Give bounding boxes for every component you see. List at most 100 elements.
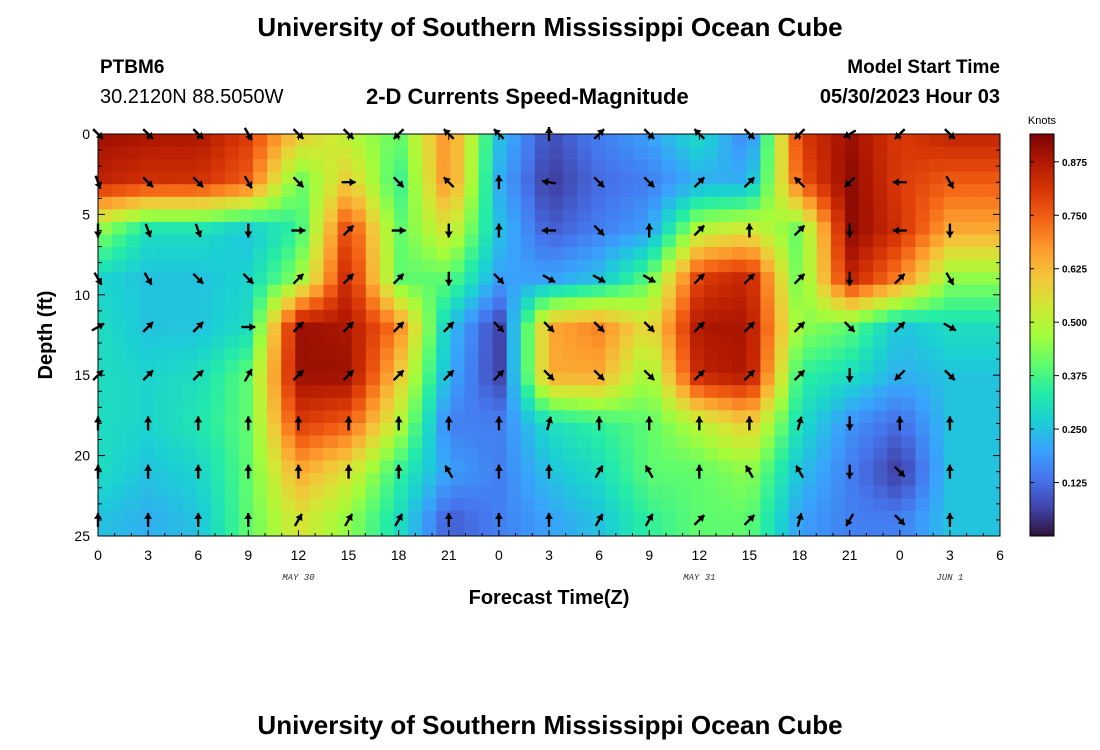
heatmap-cell [365,473,381,487]
heatmap-cell [760,234,776,248]
heatmap-cell [689,360,705,374]
heatmap-cell [957,435,973,449]
heatmap-cell [802,485,818,499]
heatmap-cell [520,422,536,437]
heatmap-cell [365,523,381,536]
heatmap-cell [520,171,536,185]
heatmap-cell [732,272,747,286]
heatmap-cell [985,523,1000,536]
heatmap-cell [309,510,325,525]
heatmap-cell [267,159,282,173]
current-arrow [444,512,453,527]
heatmap-cell [675,360,691,374]
heatmap-cell [534,347,550,361]
heatmap-cell [422,146,437,160]
heatmap-cell [577,473,592,487]
heatmap-cell [112,322,127,336]
heatmap-cell [140,498,155,512]
heatmap-cell [689,372,705,386]
current-arrow [342,321,355,333]
heatmap-cell [577,498,592,512]
heatmap-cell [506,410,522,424]
heatmap-cell [943,360,959,374]
heatmap-cell [718,498,733,512]
heatmap-cell [168,159,184,173]
model-start-label: Model Start Time [847,57,1000,78]
y-tick-label: 25 [74,528,90,544]
heatmap-cell [929,309,945,324]
heatmap-cell [182,347,198,361]
heatmap-cell [182,247,198,261]
heatmap-cell [393,297,409,311]
heatmap-cell [675,309,691,324]
heatmap-cell [182,134,198,148]
heatmap-cell [746,435,761,449]
current-arrow [142,176,154,189]
heatmap-cell [971,309,987,324]
heatmap-cell [436,473,451,487]
heatmap-cell [957,485,973,499]
heatmap-cell [957,510,973,525]
heatmap-cell [408,322,423,336]
heatmap-cell [351,397,367,411]
heatmap-cell [830,372,846,386]
heatmap-cell [549,397,564,411]
heatmap-cell [830,473,846,487]
current-arrow [944,369,956,381]
heatmap-cell [619,272,635,286]
heatmap-cell [605,410,621,424]
current-arrow [493,321,505,333]
heatmap-cell [210,473,226,487]
heatmap-cell [408,234,423,248]
heatmap-cell [915,297,931,311]
current-arrow [243,175,253,189]
heatmap-cell [309,322,325,336]
heatmap-cell [422,397,437,411]
heatmap-cell [718,410,733,424]
heatmap-cell [873,422,888,437]
heatmap-cell [422,385,437,399]
heatmap-cell [534,335,550,349]
heatmap-cell [901,146,917,160]
heatmap-cell [112,473,127,487]
heatmap-cell [788,284,804,298]
heatmap-cell [365,410,381,424]
heatmap-cell [901,510,917,525]
heatmap-cell [675,297,691,311]
heatmap-cell [816,247,832,261]
heatmap-cell [591,397,606,411]
heatmap-cell [549,410,564,424]
heatmap-cell [760,259,776,273]
heatmap-cell [689,422,705,437]
heatmap-cell [760,335,776,349]
heatmap-cell [408,134,423,148]
heatmap-cell [760,196,776,210]
heatmap-cell [154,335,170,349]
heatmap-cell [605,510,621,525]
current-arrow [793,176,806,189]
heatmap-cell [492,360,508,374]
heatmap-cell [619,448,635,462]
heatmap-cell [704,347,719,361]
heatmap-cell [718,134,733,148]
heatmap-cell [887,184,902,198]
heatmap-cell [915,309,931,324]
heatmap-cell [112,523,127,536]
heatmap-cell [238,523,254,536]
station-coordinates: 30.2120N 88.5050W [100,86,284,108]
current-arrow [743,272,756,285]
heatmap-cell [915,422,931,437]
heatmap-cell [436,360,451,374]
heatmap-cell [506,460,522,474]
heatmap-cell [154,146,170,160]
heatmap-cell [281,247,296,261]
heatmap-cell [450,422,466,437]
heatmap-cell [605,498,621,512]
heatmap-cell [605,297,621,311]
heatmap-cell [126,159,141,173]
heatmap-cell [450,272,466,286]
heatmap-cell [379,171,395,185]
heatmap-cell [408,473,423,487]
heatmap-cell [718,372,733,386]
heatmap-cell [281,234,296,248]
